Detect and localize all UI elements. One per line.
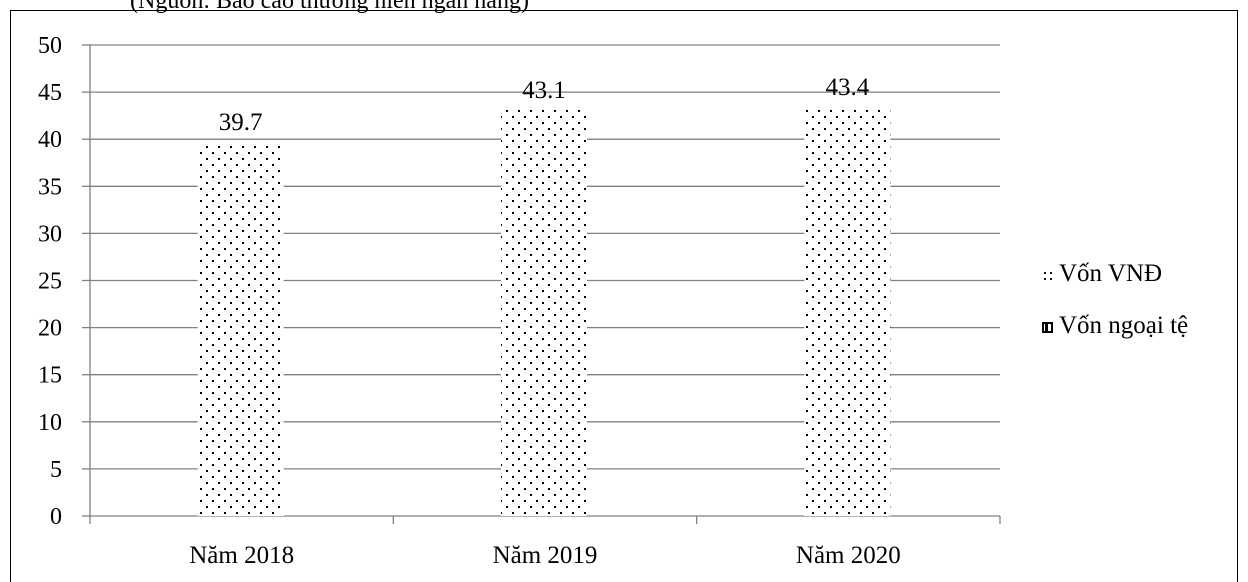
y-tick-label: 0 [50, 504, 62, 530]
chart-frame [10, 10, 1238, 582]
y-tick-label: 20 [38, 316, 62, 342]
y-tick-label: 50 [38, 33, 62, 59]
y-tick-label: 15 [38, 363, 62, 389]
y-tick-label: 5 [50, 457, 62, 483]
legend-item-von-ngoai-te: Vốn ngoại tệ [1042, 312, 1188, 340]
bars [197, 107, 891, 517]
y-tick-label: 45 [38, 80, 62, 106]
y-tick-label: 30 [38, 221, 62, 247]
legend-label-von-ngoai-te: Vốn ngoại tệ [1059, 312, 1189, 339]
data-label: 39.7 [219, 109, 263, 136]
axes: 0 5 10 15 20 25 30 35 40 45 50 Năm 2018 Năm 2019 Năm … [38, 33, 1001, 569]
y-tick-label: 25 [38, 269, 62, 295]
bar [197, 142, 284, 516]
legend-item-von-vnd: Vốn VNĐ [1042, 260, 1162, 288]
data-label: 43.1 [522, 77, 566, 104]
legend-label-von-vnd: Vốn VNĐ [1059, 260, 1163, 287]
legend-checker-icon [1042, 321, 1053, 333]
bar [501, 109, 587, 517]
x-tick-label: Năm 2020 [796, 542, 901, 569]
legend-dots-icon [1042, 269, 1053, 281]
bar [804, 107, 891, 516]
y-tick-label: 35 [38, 174, 62, 200]
x-tick-label: Năm 2019 [493, 542, 598, 569]
labels: 39.7 43.1 43.4 [219, 74, 870, 136]
x-tick-label: Năm 2018 [189, 542, 294, 569]
data-label: 43.4 [825, 74, 869, 101]
y-tick-label: 40 [38, 127, 62, 153]
y-tick-label: 10 [38, 410, 62, 436]
